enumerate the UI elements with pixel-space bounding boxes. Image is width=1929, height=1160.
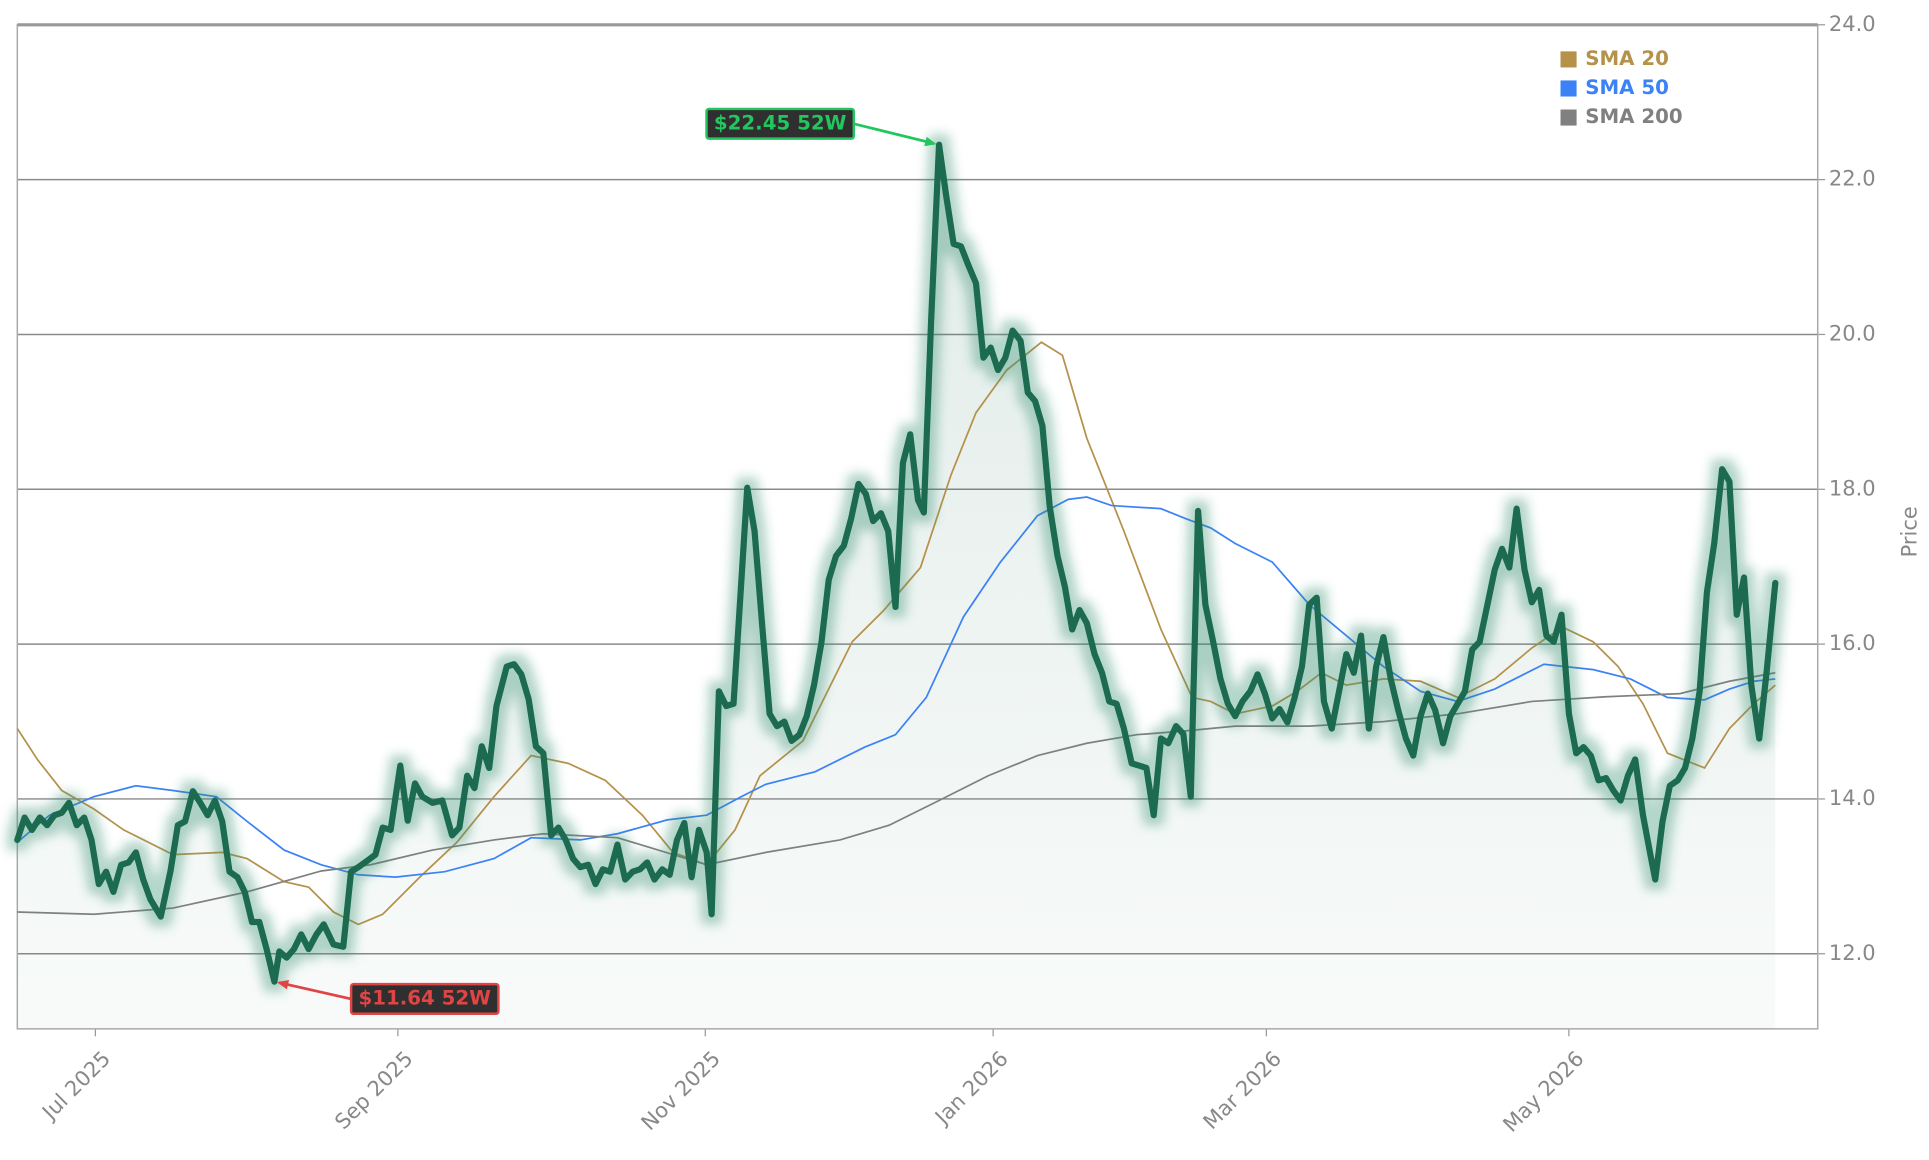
annotation-label: $11.64 52W bbox=[359, 986, 492, 1009]
y-tick-label: 16.0 bbox=[1829, 630, 1876, 655]
y-tick-label: 12.0 bbox=[1829, 940, 1876, 965]
legend-swatch bbox=[1560, 51, 1577, 68]
sma-line bbox=[16, 341, 1776, 926]
y-tick-label: 22.0 bbox=[1829, 166, 1876, 191]
legend-label: SMA 200 bbox=[1585, 105, 1682, 128]
x-tick-label: Jul 2025 bbox=[36, 1046, 116, 1126]
price-area bbox=[17, 144, 1776, 1029]
price-line bbox=[14, 141, 1779, 985]
x-tick-label: Sep 2025 bbox=[329, 1046, 417, 1134]
legend-label: SMA 50 bbox=[1585, 76, 1669, 99]
x-tick-label: Jan 2026 bbox=[928, 1046, 1013, 1131]
y-tick-label: 24.0 bbox=[1829, 11, 1876, 36]
y-axis-label: Price bbox=[1896, 506, 1921, 557]
legend-swatch bbox=[1560, 80, 1577, 97]
y-tick-label: 18.0 bbox=[1829, 475, 1876, 500]
y-tick-label: 20.0 bbox=[1829, 320, 1876, 345]
legend-swatch bbox=[1560, 109, 1577, 126]
legend-label: SMA 20 bbox=[1585, 47, 1669, 70]
annotation: $11.64 52W bbox=[276, 979, 500, 1016]
annotation-label: $22.45 52W bbox=[714, 111, 847, 134]
annotation-arrow bbox=[853, 122, 935, 145]
annotation-box bbox=[705, 107, 856, 140]
annotation: $22.45 52W bbox=[705, 107, 937, 147]
y-tick-label: 14.0 bbox=[1829, 785, 1876, 810]
x-tick-label: Nov 2025 bbox=[636, 1046, 725, 1135]
annotation-arrowhead bbox=[276, 979, 290, 990]
annotation-arrow bbox=[278, 981, 352, 1001]
x-tick-label: Mar 2026 bbox=[1198, 1046, 1286, 1134]
sma-line bbox=[16, 496, 1776, 879]
x-tick-label: May 2026 bbox=[1498, 1046, 1589, 1137]
annotation-arrowhead bbox=[924, 136, 937, 147]
